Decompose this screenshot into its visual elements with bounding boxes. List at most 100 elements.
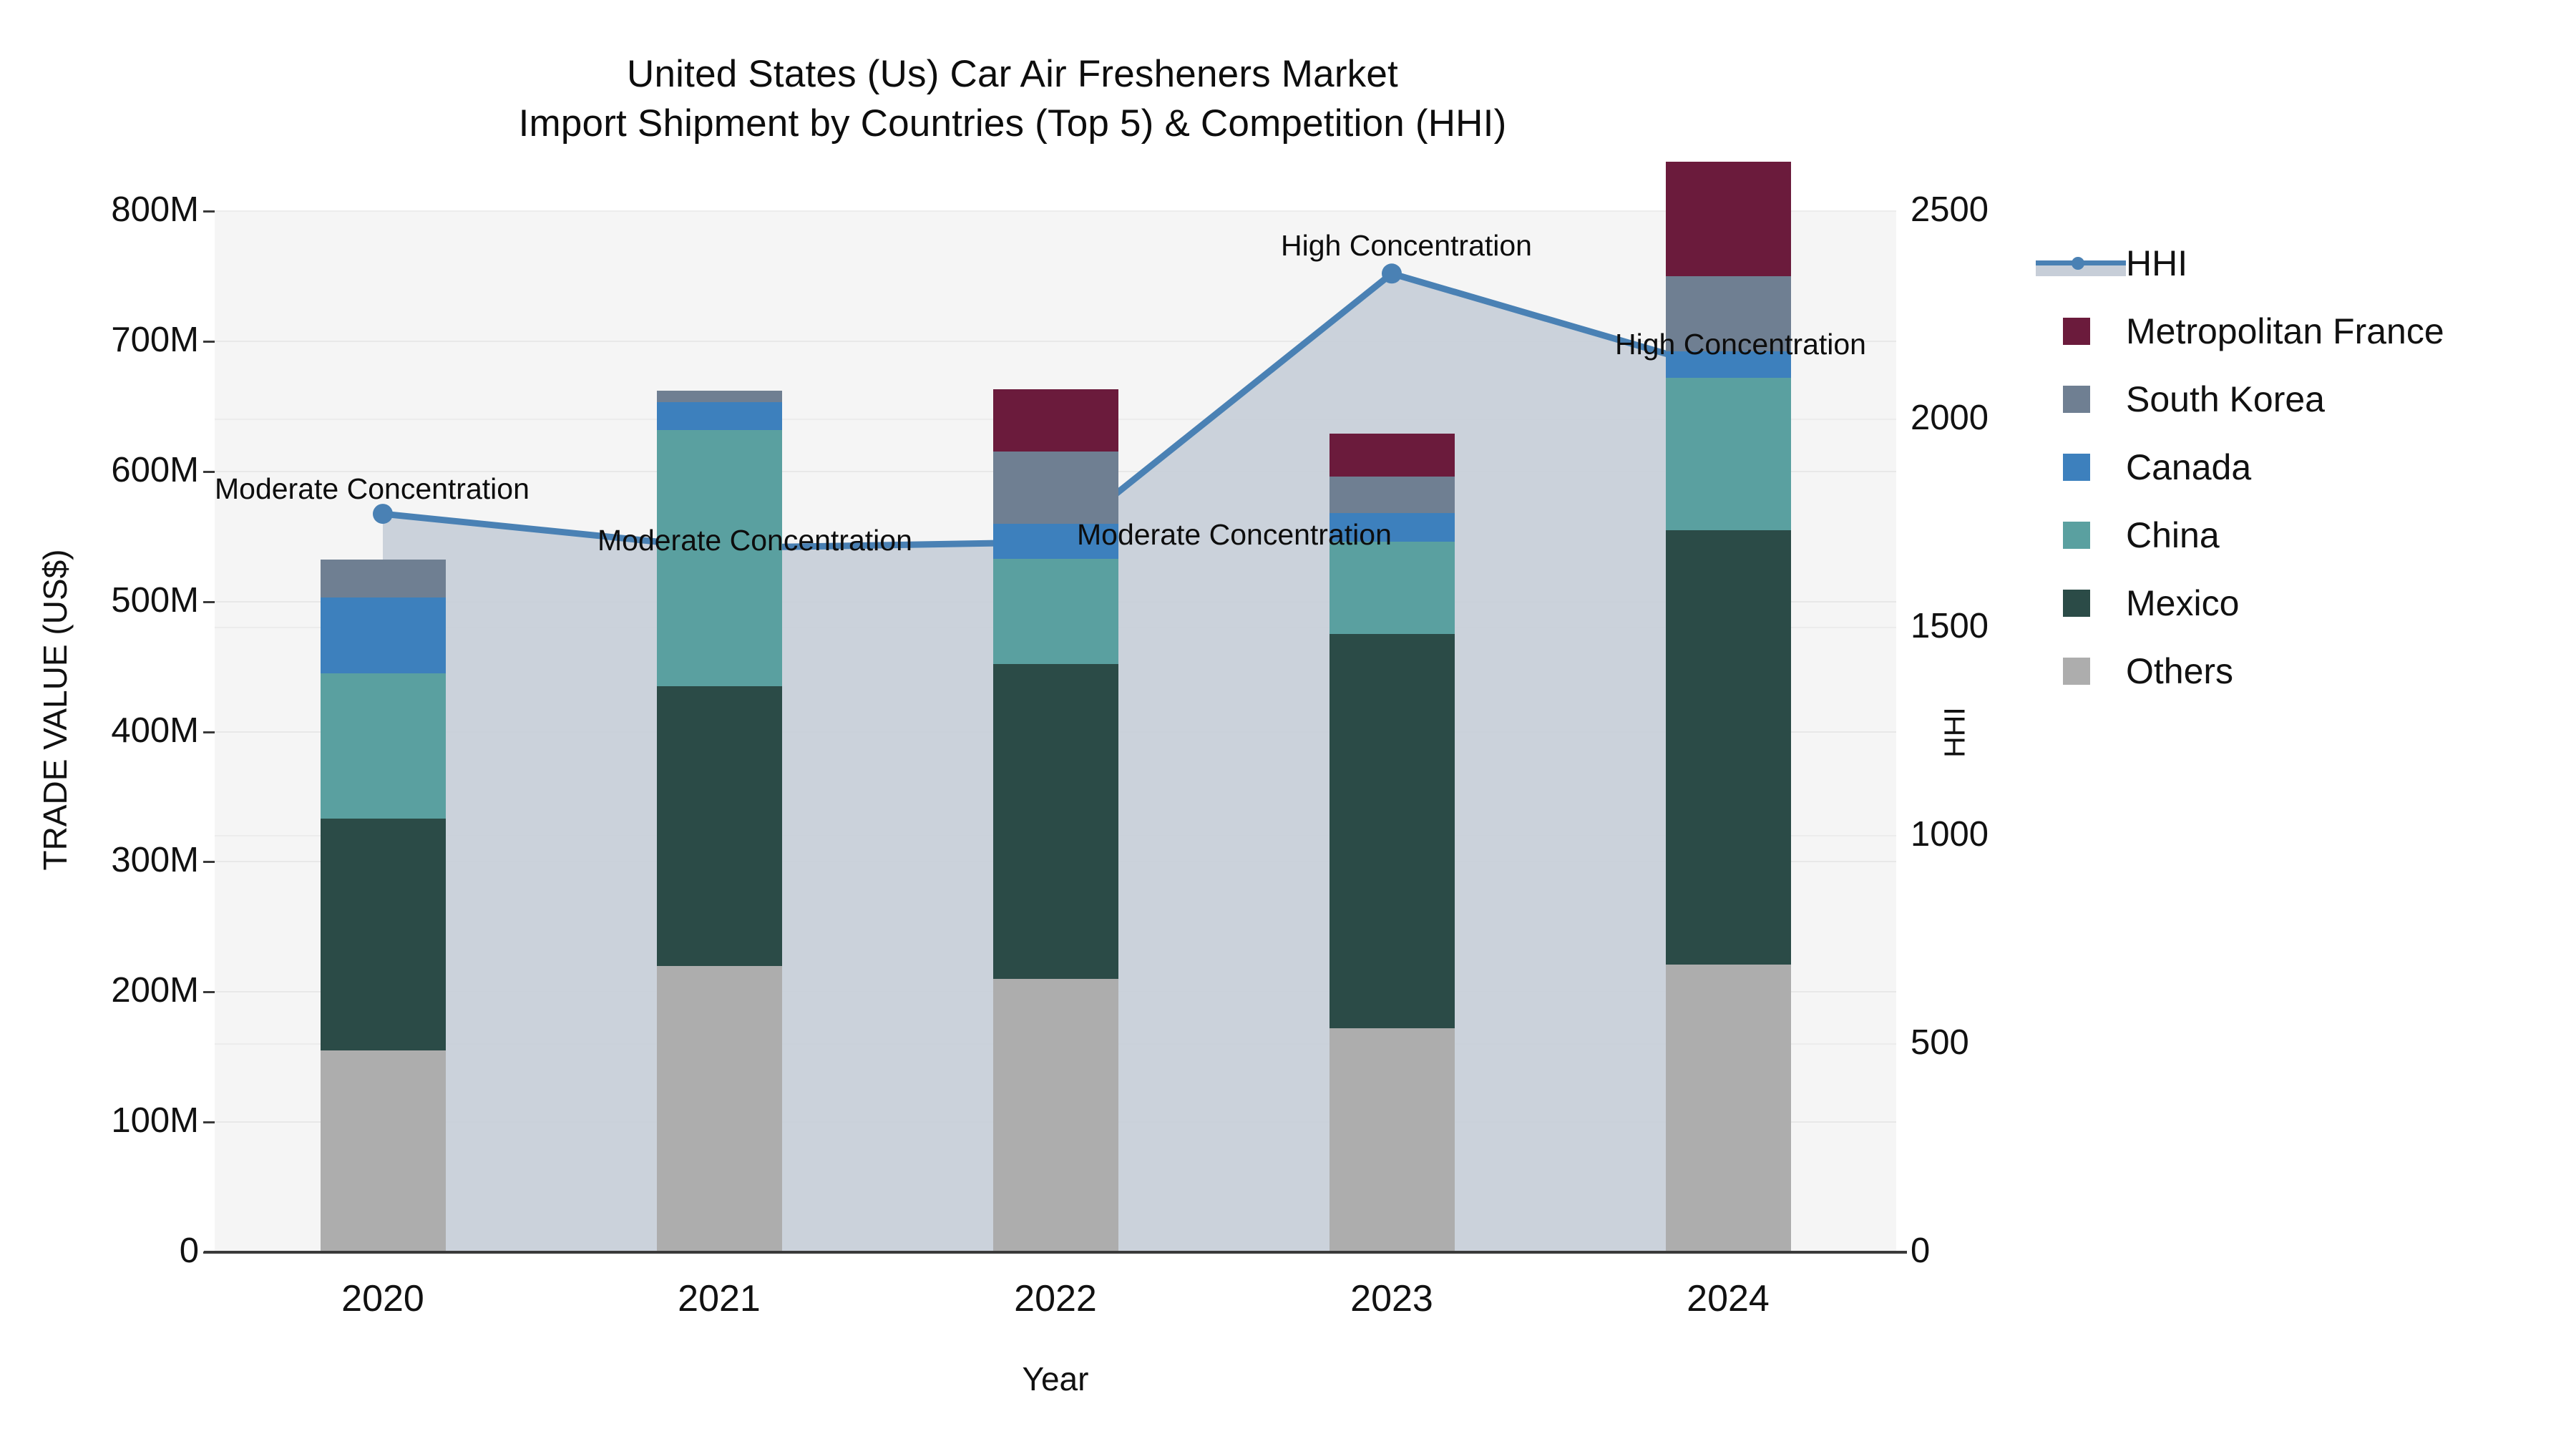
bar-segment-2022-china[interactable] xyxy=(992,558,1118,664)
y-axis-left-label: TRADE VALUE (US$) xyxy=(36,549,74,871)
annotation-2020: Moderate Concentration xyxy=(215,472,530,506)
plot-area: Moderate Concentration Moderate Concentra… xyxy=(215,161,1896,1253)
legend-label: China xyxy=(2126,514,2220,555)
bar-group-2024 xyxy=(1665,161,1791,1252)
legend-swatch-icon xyxy=(2063,317,2090,345)
bar-group-2021 xyxy=(656,211,782,1252)
y-tick-right-0: 0 xyxy=(1911,1231,1931,1270)
bar-group-2023 xyxy=(1329,211,1455,1252)
bar-segment-2021-mexico[interactable] xyxy=(656,686,782,966)
legend-label: Metropolitan France xyxy=(2126,311,2444,351)
gridline-right-2500 xyxy=(215,210,1896,212)
bar-segment-2020-canada[interactable] xyxy=(320,597,446,673)
y-tick-left-800M: 800M xyxy=(111,190,199,229)
bar-segment-2022-metropolitan-france[interactable] xyxy=(992,389,1118,452)
bar-segment-2022-others[interactable] xyxy=(992,979,1118,1252)
bar-segment-2024-others[interactable] xyxy=(1665,965,1791,1252)
y-tick-right-2000: 2000 xyxy=(1911,399,1989,437)
bar-segment-2022-mexico[interactable] xyxy=(992,663,1118,980)
legend-swatch-icon xyxy=(2063,453,2090,481)
legend-swatch-icon xyxy=(2063,385,2090,413)
gridline-left-700M xyxy=(215,340,1896,342)
chart-title: United States (Us) Car Air Fresheners Ma… xyxy=(627,53,1398,95)
y-tick-mark-left-0 xyxy=(203,1252,215,1254)
bar-segment-2021-others[interactable] xyxy=(656,965,782,1252)
y-tick-right-500: 500 xyxy=(1911,1023,1969,1062)
annotation-2023: High Concentration xyxy=(1281,229,1532,263)
bar-segment-2024-metropolitan-france[interactable] xyxy=(1665,161,1791,276)
bar-segment-2022-canada[interactable] xyxy=(992,523,1118,559)
legend-swatch-icon xyxy=(2063,657,2090,685)
bar-segment-2021-south-korea[interactable] xyxy=(656,390,782,403)
y-tick-mark-left-400M xyxy=(203,731,215,733)
x-tick-2021: 2021 xyxy=(678,1278,761,1319)
bar-segment-2020-china[interactable] xyxy=(320,673,446,819)
hhi-point-2020[interactable] xyxy=(373,504,393,525)
legend-item-china[interactable]: China xyxy=(2036,501,2537,569)
y-tick-mark-left-300M xyxy=(203,861,215,864)
bar-segment-2024-south-korea[interactable] xyxy=(1665,275,1791,352)
x-tick-2020: 2020 xyxy=(341,1278,424,1319)
x-tick-2022: 2022 xyxy=(1014,1278,1097,1319)
bar-segment-2023-south-korea[interactable] xyxy=(1329,477,1455,513)
y-tick-mark-left-100M xyxy=(203,1121,215,1124)
bar-segment-2023-others[interactable] xyxy=(1329,1028,1455,1252)
y-tick-left-200M: 200M xyxy=(111,971,199,1010)
legend-item-canada[interactable]: Canada xyxy=(2036,433,2537,501)
y-tick-mark-left-200M xyxy=(203,991,215,994)
y-tick-left-400M: 400M xyxy=(111,711,199,750)
y-tick-left-100M: 100M xyxy=(111,1101,199,1141)
bar-segment-2023-canada[interactable] xyxy=(1329,512,1455,542)
chart-title-block: United States (Us) Car Air Fresheners Ma… xyxy=(0,50,2025,149)
legend-swatch-icon xyxy=(2063,521,2090,549)
bar-segment-2023-china[interactable] xyxy=(1329,541,1455,635)
bar-segment-2020-others[interactable] xyxy=(320,1050,446,1252)
bar-segment-2023-metropolitan-france[interactable] xyxy=(1329,434,1455,477)
legend-label: Canada xyxy=(2126,447,2252,487)
legend-swatch-icon xyxy=(2063,589,2090,617)
x-tick-2024: 2024 xyxy=(1687,1278,1770,1319)
legend-label: HHI xyxy=(2126,243,2188,283)
bar-segment-2024-china[interactable] xyxy=(1665,377,1791,530)
y-tick-left-500M: 500M xyxy=(111,580,199,620)
legend-item-hhi[interactable]: HHI xyxy=(2036,229,2537,297)
bar-segment-2021-china[interactable] xyxy=(656,429,782,686)
legend-line-icon xyxy=(2036,249,2126,278)
bar-group-2022 xyxy=(992,211,1118,1252)
y-tick-mark-left-700M xyxy=(203,340,215,343)
y-tick-mark-left-600M xyxy=(203,470,215,473)
y-tick-right-1500: 1500 xyxy=(1911,607,1989,645)
legend-item-south-korea[interactable]: South Korea xyxy=(2036,365,2537,433)
y-tick-left-600M: 600M xyxy=(111,450,199,489)
y-tick-left-0: 0 xyxy=(179,1231,199,1270)
bar-segment-2024-mexico[interactable] xyxy=(1665,530,1791,965)
legend: HHI Metropolitan France South Korea Canada C… xyxy=(2036,229,2537,705)
bar-segment-2024-canada[interactable] xyxy=(1665,351,1791,378)
legend-label: Mexico xyxy=(2126,582,2240,623)
annotation-2022: Moderate Concentration xyxy=(1077,517,1392,551)
y-tick-mark-left-500M xyxy=(203,600,215,603)
x-axis-line xyxy=(204,1251,1907,1254)
x-tick-2023: 2023 xyxy=(1350,1278,1433,1319)
legend-item-metropolitan-france[interactable]: Metropolitan France xyxy=(2036,297,2537,365)
x-axis-label: Year xyxy=(1022,1360,1089,1397)
legend-item-mexico[interactable]: Mexico xyxy=(2036,569,2537,637)
y-tick-right-2500: 2500 xyxy=(1911,190,1989,229)
y-axis-right-label: HHI xyxy=(1938,707,1971,758)
annotation-2021: Moderate Concentration xyxy=(597,523,912,557)
y-tick-left-700M: 700M xyxy=(111,320,199,359)
bar-group-2020 xyxy=(320,211,446,1252)
chart-subtitle: Import Shipment by Countries (Top 5) & C… xyxy=(518,102,1507,145)
legend-label: Others xyxy=(2126,650,2234,691)
bar-segment-2020-mexico[interactable] xyxy=(320,819,446,1051)
y-tick-mark-left-800M xyxy=(203,210,215,213)
legend-item-others[interactable]: Others xyxy=(2036,637,2537,705)
bar-segment-2021-canada[interactable] xyxy=(656,402,782,430)
legend-label: South Korea xyxy=(2126,379,2325,419)
bar-segment-2022-south-korea[interactable] xyxy=(992,452,1118,524)
hhi-point-2023[interactable] xyxy=(1382,263,1402,284)
bar-segment-2023-mexico[interactable] xyxy=(1329,634,1455,1029)
bar-segment-2020-south-korea[interactable] xyxy=(320,560,446,598)
y-tick-right-1000: 1000 xyxy=(1911,815,1989,854)
